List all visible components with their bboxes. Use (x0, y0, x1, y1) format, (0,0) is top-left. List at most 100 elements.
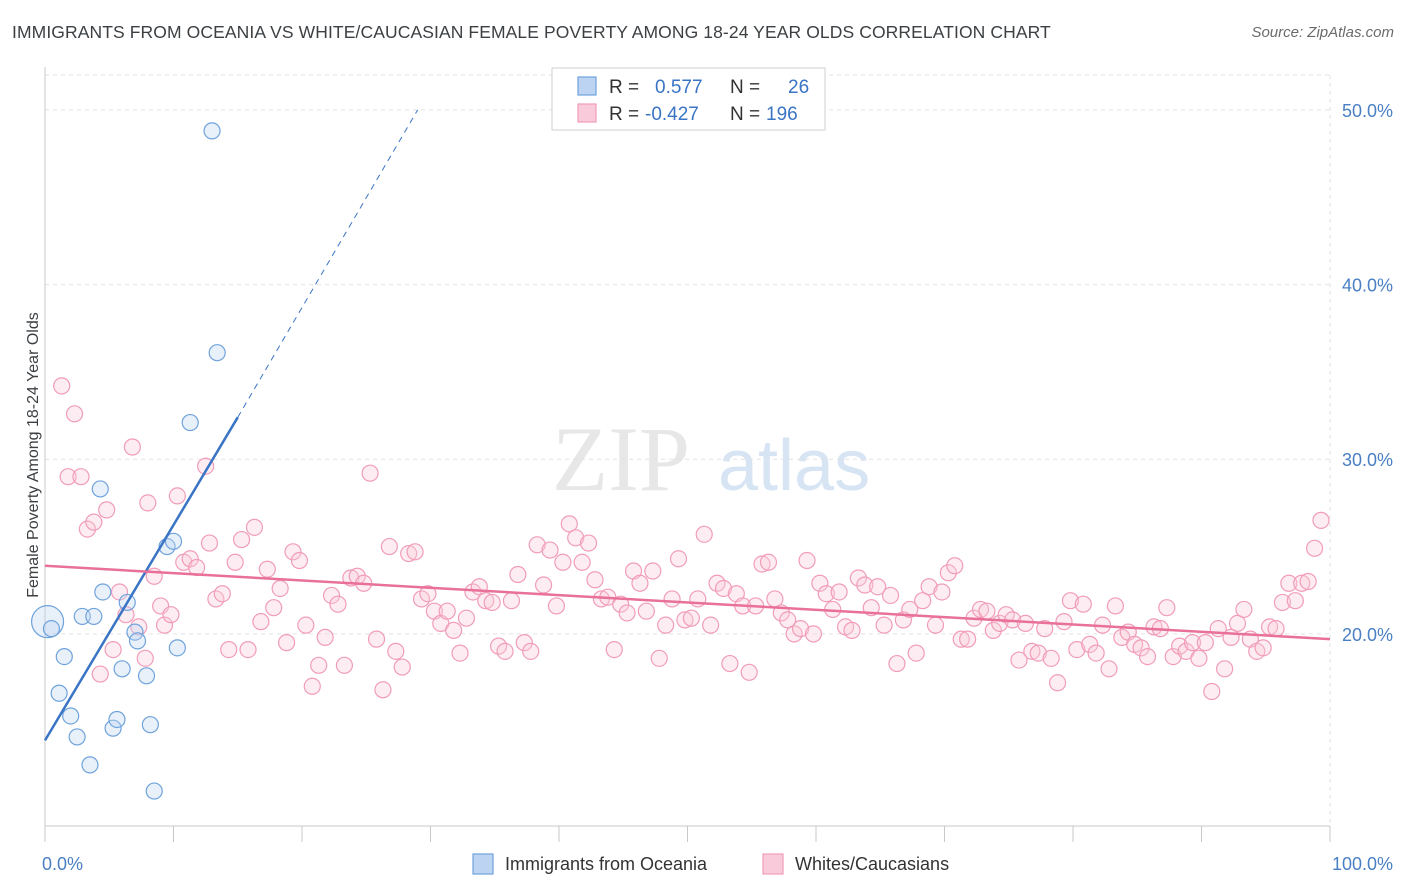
whites-point-62 (445, 621, 463, 639)
whites-point-104 (714, 579, 733, 598)
oceania-point-9 (91, 480, 109, 498)
whites-point-37 (284, 543, 302, 561)
whites-point-179 (1196, 634, 1214, 652)
whites-point-155 (1042, 649, 1060, 667)
bottom-legend-label-oceania: Immigrants from Oceania (505, 854, 708, 874)
axes (44, 67, 1331, 842)
whites-point-92 (637, 602, 655, 620)
whites-point-64 (457, 609, 476, 627)
whites-point-52 (380, 537, 398, 556)
whites-point-105 (721, 654, 739, 673)
whites-point-7 (98, 501, 116, 519)
oceania-point-7 (81, 756, 99, 774)
whites-point-79 (554, 553, 572, 571)
whites-point-185 (1235, 600, 1253, 619)
oceania-point-22 (168, 639, 186, 657)
whites-point-1 (59, 468, 77, 486)
whites-point-162 (1087, 644, 1105, 662)
whites-point-192 (1280, 574, 1298, 592)
whites-point-54 (393, 658, 411, 676)
whites-point-87 (605, 641, 623, 659)
whites-point-39 (297, 616, 315, 634)
whites-point-35 (271, 579, 289, 598)
whites-point-135 (914, 592, 932, 610)
whites-point-114 (779, 611, 797, 629)
whites-point-13 (136, 649, 154, 667)
whites-point-40 (303, 677, 321, 695)
whites-point-134 (907, 644, 925, 662)
whites-point-81 (567, 529, 585, 547)
whites-point-5 (85, 513, 103, 531)
whites-point-169 (1132, 639, 1150, 657)
oceania-point-8 (85, 607, 103, 626)
whites-point-93 (644, 562, 662, 580)
oceania-point-19 (145, 782, 163, 800)
whites-point-97 (669, 550, 688, 568)
x-tick-label-min: 0.0% (42, 854, 83, 874)
whites-point-141 (952, 630, 970, 648)
whites-point-124 (843, 621, 861, 639)
whites-point-42 (316, 628, 334, 646)
whites-point-142 (959, 630, 977, 648)
oceania-point-4 (62, 707, 80, 725)
whites-point-67 (477, 592, 495, 610)
whites-point-73 (515, 634, 533, 652)
whites-point-99 (682, 609, 700, 627)
whites-point-184 (1228, 614, 1247, 633)
oceania-point-21 (164, 532, 183, 550)
whites-point-29 (233, 530, 251, 549)
whites-point-165 (1106, 597, 1125, 615)
legend-swatch-whites (577, 103, 597, 123)
whites-point-156 (1048, 674, 1067, 692)
whites-point-188 (1254, 639, 1272, 657)
whites-point-125 (849, 569, 868, 587)
whites-point-32 (252, 613, 270, 631)
whites-point-110 (753, 555, 771, 573)
whites-point-133 (901, 600, 919, 619)
whites-point-164 (1100, 660, 1118, 678)
whites-point-84 (586, 571, 604, 589)
y-tick-label-40: 40.0% (1342, 276, 1393, 296)
whites-point-193 (1286, 592, 1304, 610)
whites-point-137 (926, 616, 945, 634)
legend-swatch-oceania (577, 76, 597, 96)
whites-point-160 (1074, 595, 1092, 613)
legend-n-label-whites: N = (730, 104, 760, 125)
whites-point-101 (695, 525, 713, 543)
whites-point-44 (329, 595, 347, 613)
whites-point-3 (72, 468, 90, 486)
whites-point-72 (509, 565, 527, 584)
whites-point-178 (1190, 649, 1208, 667)
whites-point-8 (104, 641, 122, 659)
whites-point-144 (971, 600, 990, 619)
whites-point-26 (213, 585, 231, 603)
whites-point-34 (265, 599, 283, 617)
oceania-point-23 (181, 413, 199, 432)
whites-point-140 (946, 557, 964, 575)
whites-point-17 (155, 616, 174, 634)
bottom-legend-label-whites: Whites/Caucasians (795, 854, 949, 874)
whites-point-177 (1183, 634, 1202, 652)
whites-point-150 (1010, 651, 1028, 669)
whites-point-180 (1203, 682, 1221, 701)
whites-point-21 (181, 550, 199, 568)
oceania-point-24 (203, 122, 221, 140)
whites-point-118 (804, 625, 823, 643)
legend-r-label-whites: R = (609, 104, 639, 125)
bottom-legend-swatch-whites (762, 853, 784, 875)
whites-point-154 (1036, 620, 1054, 638)
legend-r-oceania: 0.577 (655, 77, 703, 98)
oceania-point-13 (113, 660, 131, 678)
whites-point-126 (856, 576, 874, 594)
whites-point-117 (798, 551, 816, 570)
whites-point-116 (791, 620, 810, 638)
whites-point-58 (419, 585, 437, 603)
whites-point-146 (984, 621, 1002, 639)
whites-point-159 (1068, 641, 1086, 659)
trend-line-oceania (43, 416, 239, 742)
whites-point-170 (1138, 647, 1157, 666)
whites-point-136 (920, 578, 938, 596)
whites-point-76 (534, 576, 553, 594)
whites-point-152 (1023, 642, 1041, 660)
whites-point-78 (547, 597, 566, 615)
